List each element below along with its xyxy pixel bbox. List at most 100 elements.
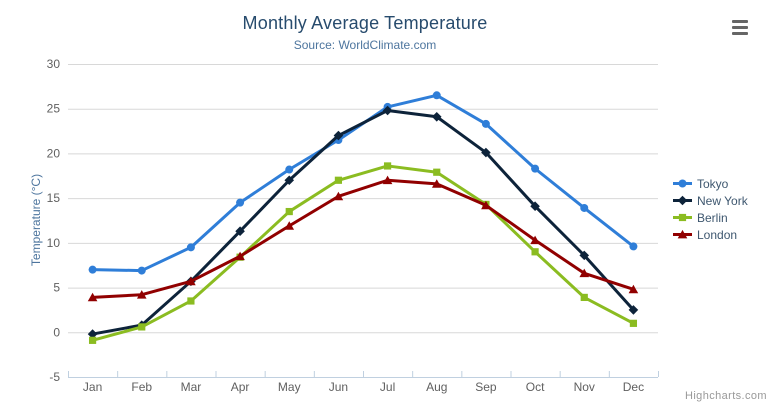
y-gridlines bbox=[68, 64, 658, 378]
legend-label: Berlin bbox=[697, 210, 728, 225]
series-line-london[interactable] bbox=[91, 178, 635, 299]
hamburger-bar bbox=[732, 32, 748, 35]
x-tick-label: May bbox=[278, 380, 301, 394]
marker-new-york[interactable] bbox=[628, 305, 639, 315]
x-axis-labels: Jan Feb Mar Apr May Jun Jul Aug Sep Oct Nov Dec bbox=[83, 380, 644, 394]
marker-tokyo[interactable] bbox=[236, 198, 245, 207]
x-tick-label: Jan bbox=[83, 380, 102, 394]
marker-new-york[interactable] bbox=[235, 226, 245, 237]
legend-label: London bbox=[697, 227, 738, 242]
series-line-new-york[interactable] bbox=[91, 109, 635, 336]
marker-london[interactable] bbox=[382, 175, 393, 185]
legend-marker-berlin[interactable] bbox=[678, 213, 687, 222]
circle-legend-icon bbox=[673, 179, 692, 188]
marker-new-york[interactable] bbox=[431, 111, 442, 122]
chart-title: Monthly Average Temperature bbox=[242, 13, 488, 33]
marker-london[interactable] bbox=[530, 235, 540, 245]
marker-berlin[interactable] bbox=[138, 323, 146, 331]
y-tick-label: 30 bbox=[47, 57, 61, 71]
marker-tokyo[interactable] bbox=[137, 266, 146, 275]
y-tick-label: 10 bbox=[47, 236, 61, 250]
triangle-legend-icon bbox=[673, 229, 692, 239]
marker-tokyo[interactable] bbox=[285, 165, 294, 174]
hamburger-bar bbox=[732, 20, 748, 23]
marker-berlin[interactable] bbox=[629, 319, 638, 327]
legend-marker-new-york[interactable] bbox=[677, 195, 688, 206]
y-tick-label: 0 bbox=[53, 325, 60, 339]
series-berlin bbox=[88, 162, 638, 344]
marker-berlin[interactable] bbox=[433, 168, 441, 176]
x-tick-label: Feb bbox=[131, 380, 152, 394]
marker-new-york[interactable] bbox=[87, 329, 98, 339]
marker-london[interactable] bbox=[333, 191, 344, 201]
marker-tokyo[interactable] bbox=[88, 265, 97, 274]
x-tick-label: Mar bbox=[181, 380, 202, 394]
x-tick-label: Nov bbox=[574, 380, 595, 394]
marker-tokyo[interactable] bbox=[531, 164, 540, 173]
legend-label: Tokyo bbox=[697, 176, 729, 191]
marker-tokyo[interactable] bbox=[432, 91, 441, 100]
marker-berlin[interactable] bbox=[88, 336, 97, 344]
marker-berlin[interactable] bbox=[580, 293, 588, 302]
x-tick-label: Aug bbox=[426, 380, 447, 394]
marker-london[interactable] bbox=[87, 292, 98, 302]
square-legend-icon bbox=[673, 213, 692, 222]
marker-berlin[interactable] bbox=[531, 248, 539, 256]
y-axis-title: Temperature (°C) bbox=[29, 174, 43, 266]
x-tick-label: Apr bbox=[231, 380, 250, 394]
marker-berlin[interactable] bbox=[187, 297, 195, 305]
y-tick-label: 20 bbox=[47, 146, 61, 160]
hamburger-bar bbox=[732, 26, 748, 29]
marker-tokyo[interactable] bbox=[580, 203, 589, 212]
diamond-legend-icon bbox=[673, 195, 692, 206]
x-axis bbox=[68, 371, 659, 378]
legend-marker-london[interactable] bbox=[677, 229, 688, 239]
marker-london[interactable] bbox=[431, 179, 442, 188]
marker-tokyo[interactable] bbox=[481, 119, 490, 128]
y-tick-label: 5 bbox=[53, 281, 60, 295]
marker-london[interactable] bbox=[628, 284, 639, 294]
marker-london[interactable] bbox=[284, 221, 295, 230]
marker-london[interactable] bbox=[579, 268, 590, 278]
series-line-berlin[interactable] bbox=[91, 164, 635, 342]
legend-marker-tokyo[interactable] bbox=[678, 179, 687, 188]
marker-london[interactable] bbox=[235, 251, 245, 261]
series-london bbox=[87, 175, 639, 302]
x-tick-label: Jul bbox=[380, 380, 395, 394]
y-tick-label: -5 bbox=[49, 370, 60, 384]
marker-london[interactable] bbox=[136, 290, 147, 299]
legend-item-berlin[interactable]: Berlin bbox=[673, 209, 748, 226]
legend-item-new-york[interactable]: New York bbox=[673, 192, 748, 209]
credits-link[interactable]: Highcharts.com bbox=[684, 390, 767, 402]
y-tick-label: 15 bbox=[47, 191, 61, 205]
legend: Tokyo New York Berlin London bbox=[673, 175, 748, 243]
chart-subtitle: Source: WorldClimate.com bbox=[293, 38, 437, 52]
marker-new-york[interactable] bbox=[382, 105, 393, 116]
y-axis-labels: -5 0 5 10 15 20 25 30 bbox=[47, 57, 61, 384]
marker-berlin[interactable] bbox=[285, 207, 293, 216]
marker-london[interactable] bbox=[481, 200, 491, 210]
y-tick-label: 25 bbox=[47, 102, 61, 116]
x-tick-label: Dec bbox=[623, 380, 644, 394]
marker-tokyo[interactable] bbox=[186, 243, 195, 252]
marker-new-york[interactable] bbox=[284, 175, 295, 186]
marker-london[interactable] bbox=[186, 276, 196, 286]
x-tick-label: Sep bbox=[475, 380, 497, 394]
marker-new-york[interactable] bbox=[530, 201, 540, 211]
marker-new-york[interactable] bbox=[481, 147, 491, 158]
marker-berlin[interactable] bbox=[383, 162, 392, 170]
marker-new-york[interactable] bbox=[579, 250, 590, 261]
x-tick-label: Jun bbox=[329, 380, 348, 394]
hamburger-icon[interactable] bbox=[732, 20, 749, 35]
marker-new-york[interactable] bbox=[333, 130, 344, 141]
series-new-york bbox=[87, 105, 639, 339]
legend-item-london[interactable]: London bbox=[673, 226, 748, 243]
marker-berlin[interactable] bbox=[334, 176, 343, 184]
series-tokyo bbox=[88, 91, 638, 275]
legend-item-tokyo[interactable]: Tokyo bbox=[673, 175, 748, 192]
x-tick-label: Oct bbox=[526, 380, 545, 394]
legend-label: New York bbox=[697, 193, 748, 208]
marker-tokyo[interactable] bbox=[629, 242, 638, 251]
